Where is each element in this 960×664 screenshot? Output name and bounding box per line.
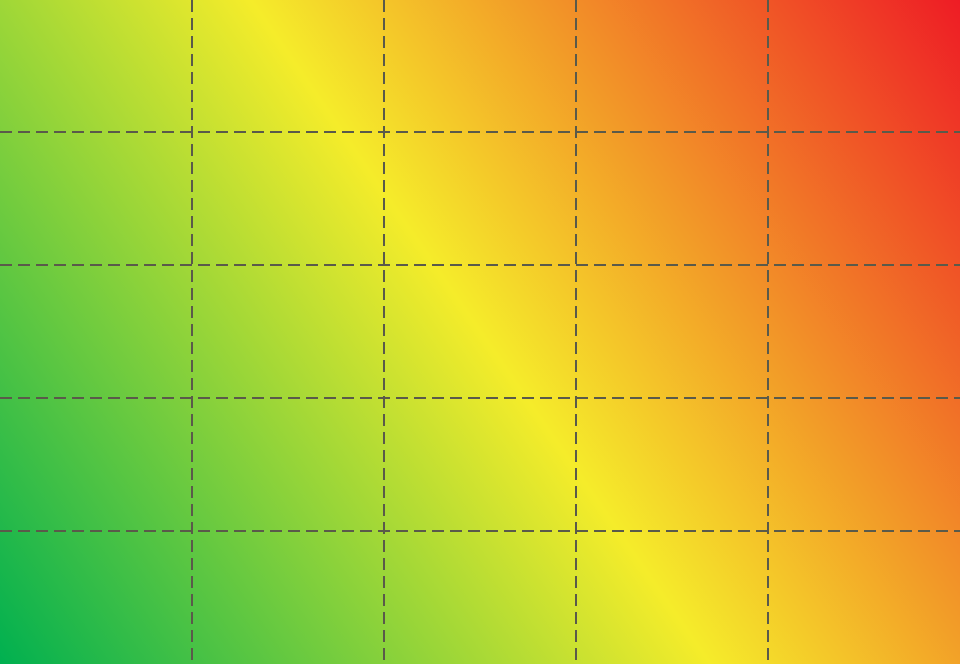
heatmap-plot (0, 0, 960, 664)
heatmap-gradient-field (0, 0, 960, 664)
risk-heatmap-chart (0, 0, 960, 664)
grid-lines (0, 0, 960, 664)
